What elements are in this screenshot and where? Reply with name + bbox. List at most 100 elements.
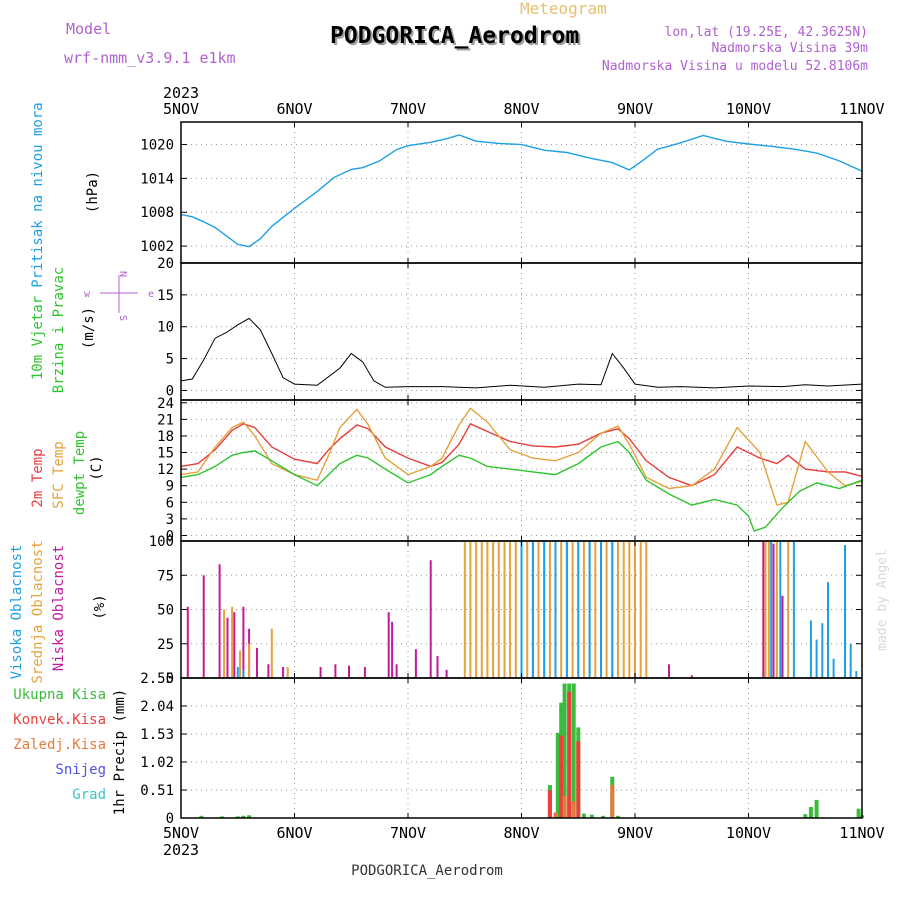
cloud-panel: 0 25 50 75 100 — [149, 534, 863, 687]
footer-station: PODGORICA_Aerodrom — [351, 863, 503, 879]
bar — [775, 541, 778, 678]
bottom-x-ticklabel: 10NOV — [726, 824, 771, 842]
bar — [571, 683, 576, 818]
y-ticklabel: 9 — [166, 479, 174, 495]
wind-ylabel-line2: Brzina i Pravac — [51, 267, 67, 393]
bar — [571, 541, 574, 678]
cloud-unit: (%) — [92, 594, 108, 619]
bar — [787, 541, 790, 678]
top-x-ticklabels: 5NOV 6NOV 7NOV 8NOV 9NOV 10NOV 11NOV — [163, 100, 885, 118]
bar — [581, 813, 586, 818]
compass-south: S — [117, 315, 128, 321]
series-line — [180, 422, 863, 487]
compass-east: e — [148, 289, 154, 300]
bar — [219, 816, 224, 818]
bar — [772, 543, 775, 678]
bar — [767, 541, 770, 678]
bar — [582, 541, 585, 678]
y-ticklabel: 15 — [157, 288, 174, 304]
bar — [856, 808, 861, 818]
cloud-ylabel: Visoka Oblacnost Srednja Oblacnost Niska… — [9, 540, 108, 683]
bar — [808, 807, 813, 818]
cloud-ylabel-high: Visoka Oblacnost — [9, 545, 25, 680]
year-top: 2023 — [163, 84, 199, 102]
y-ticklabel: 1.53 — [140, 727, 174, 743]
y-ticklabel: 0 — [166, 383, 174, 399]
bar — [509, 541, 512, 678]
bar — [226, 617, 229, 678]
bar — [242, 606, 245, 678]
bar — [218, 564, 221, 678]
temp-ylabel-sfc: SFC Temp — [51, 441, 67, 508]
bottom-x-ticklabel: 9NOV — [617, 824, 653, 842]
y-ticklabel: 100 — [149, 534, 174, 550]
y-ticklabel: 6 — [166, 495, 174, 511]
y-ticklabel: 21 — [157, 412, 174, 428]
model-name: wrf-nmm_v3.9.1 e1km — [64, 49, 236, 67]
pressure-panel: 1002 1008 1014 1020 — [140, 121, 863, 264]
bar — [814, 799, 819, 818]
bar — [469, 541, 472, 678]
bar — [559, 735, 564, 818]
bar — [779, 541, 782, 678]
top-x-ticklabel: 9NOV — [617, 100, 653, 118]
bar — [555, 732, 560, 818]
bar — [531, 541, 534, 678]
y-ticklabel: 0.51 — [140, 783, 174, 799]
year-bottom: 2023 — [163, 841, 199, 859]
bar — [436, 656, 439, 678]
station-title: PODGORICA_Aerodrom — [330, 23, 579, 49]
precip-ylabel-text: 1hr Precip (mm) — [112, 689, 128, 815]
bar — [827, 582, 829, 678]
y-ticklabel: 18 — [157, 429, 174, 445]
wind-ylabel-line1: 10m Vjetar — [30, 296, 46, 380]
bar — [319, 667, 322, 678]
bar — [537, 541, 540, 678]
bar — [395, 664, 398, 678]
bar — [202, 575, 205, 679]
bar — [236, 667, 239, 678]
bottom-x-ticklabel: 11NOV — [839, 824, 884, 842]
bar — [634, 541, 636, 678]
bar — [547, 790, 552, 818]
top-x-ticklabel: 6NOV — [276, 100, 312, 118]
bar — [628, 541, 631, 678]
bar — [235, 816, 240, 818]
bar — [186, 606, 189, 678]
bottom-x-ticklabel: 6NOV — [276, 824, 312, 842]
y-ticklabel: 10 — [157, 320, 174, 336]
wind-ylabel: 10m Vjetar Brzina i Pravac (m/s) — [30, 267, 97, 393]
bar — [601, 815, 606, 818]
bar — [617, 541, 619, 678]
bar — [645, 541, 648, 678]
y-ticklabel: 3 — [166, 512, 174, 528]
bar — [391, 621, 394, 678]
bar — [815, 639, 818, 678]
bar — [849, 643, 852, 679]
y-ticklabel: 75 — [157, 568, 174, 584]
bar — [622, 541, 625, 678]
bottom-x-ticklabels: 5NOV 6NOV 7NOV 8NOV 9NOV 10NOV 11NOV — [163, 824, 885, 842]
series-line — [180, 407, 863, 506]
bar — [562, 683, 567, 818]
cloud-ylabel-mid: Srednja Oblacnost — [30, 540, 46, 683]
bar — [334, 664, 337, 678]
bar — [560, 541, 563, 678]
bar — [463, 541, 466, 678]
y-ticklabel: 1014 — [140, 171, 174, 187]
bar — [565, 541, 568, 678]
y-ticklabel: 0 — [166, 671, 174, 687]
y-ticklabel: 20 — [157, 256, 174, 272]
bar — [247, 815, 252, 818]
top-x-ticklabel: 7NOV — [390, 100, 426, 118]
bar — [562, 796, 567, 818]
bar — [248, 643, 251, 679]
legend-convective-rain: Konvek.Kisa — [13, 712, 106, 728]
wind-unit: (m/s) — [81, 307, 97, 349]
temp-ylabel-2m: 2m Temp — [30, 448, 46, 507]
y-ticklabel: 25 — [157, 637, 174, 653]
legend-snow: Snijeg — [55, 762, 106, 778]
bar — [764, 541, 767, 678]
bar — [241, 815, 246, 818]
bar — [571, 801, 576, 818]
